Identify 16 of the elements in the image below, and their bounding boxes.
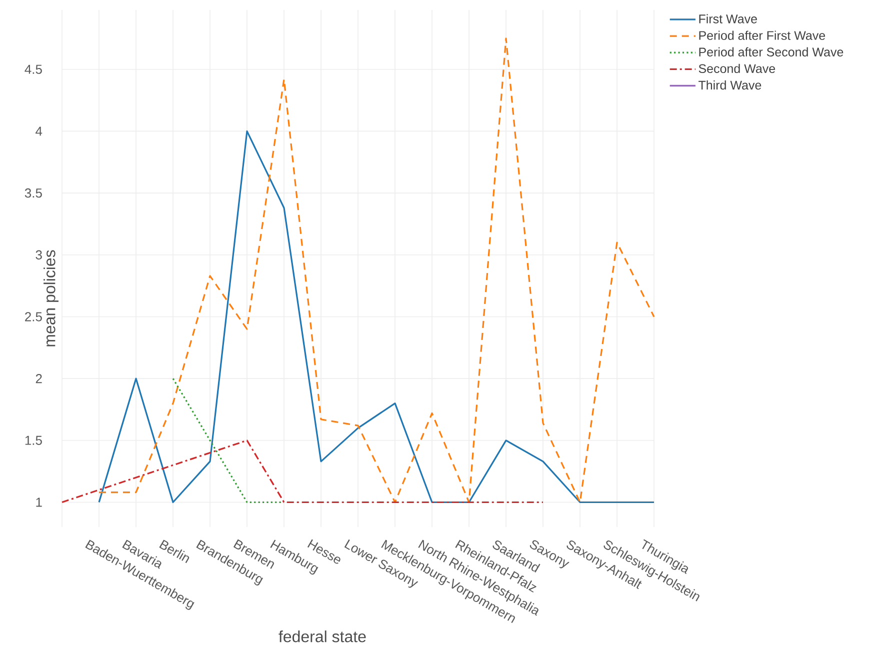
- legend-label: Period after First Wave: [699, 30, 826, 40]
- legend-label: Second Wave: [698, 64, 776, 74]
- y-axis-title: mean policies: [44, 250, 58, 347]
- y-tick-label: 1: [36, 498, 42, 507]
- y-tick-label: 4.5: [24, 65, 42, 74]
- legend-label: Third Wave: [698, 80, 762, 90]
- y-tick-label: 3.5: [24, 188, 42, 198]
- y-tick-label: 4: [36, 126, 42, 136]
- y-tick-label: 3: [36, 250, 42, 260]
- legend-label: First Wave: [699, 14, 757, 24]
- legend-label: Period after Second Wave: [699, 48, 844, 57]
- line-series: [98, 38, 655, 504]
- y-tick-label: 2.5: [25, 312, 42, 322]
- x-axis-title: federal state: [278, 630, 366, 642]
- y-tick-label: 1.5: [25, 436, 42, 446]
- y-tick-label: 2: [36, 374, 42, 384]
